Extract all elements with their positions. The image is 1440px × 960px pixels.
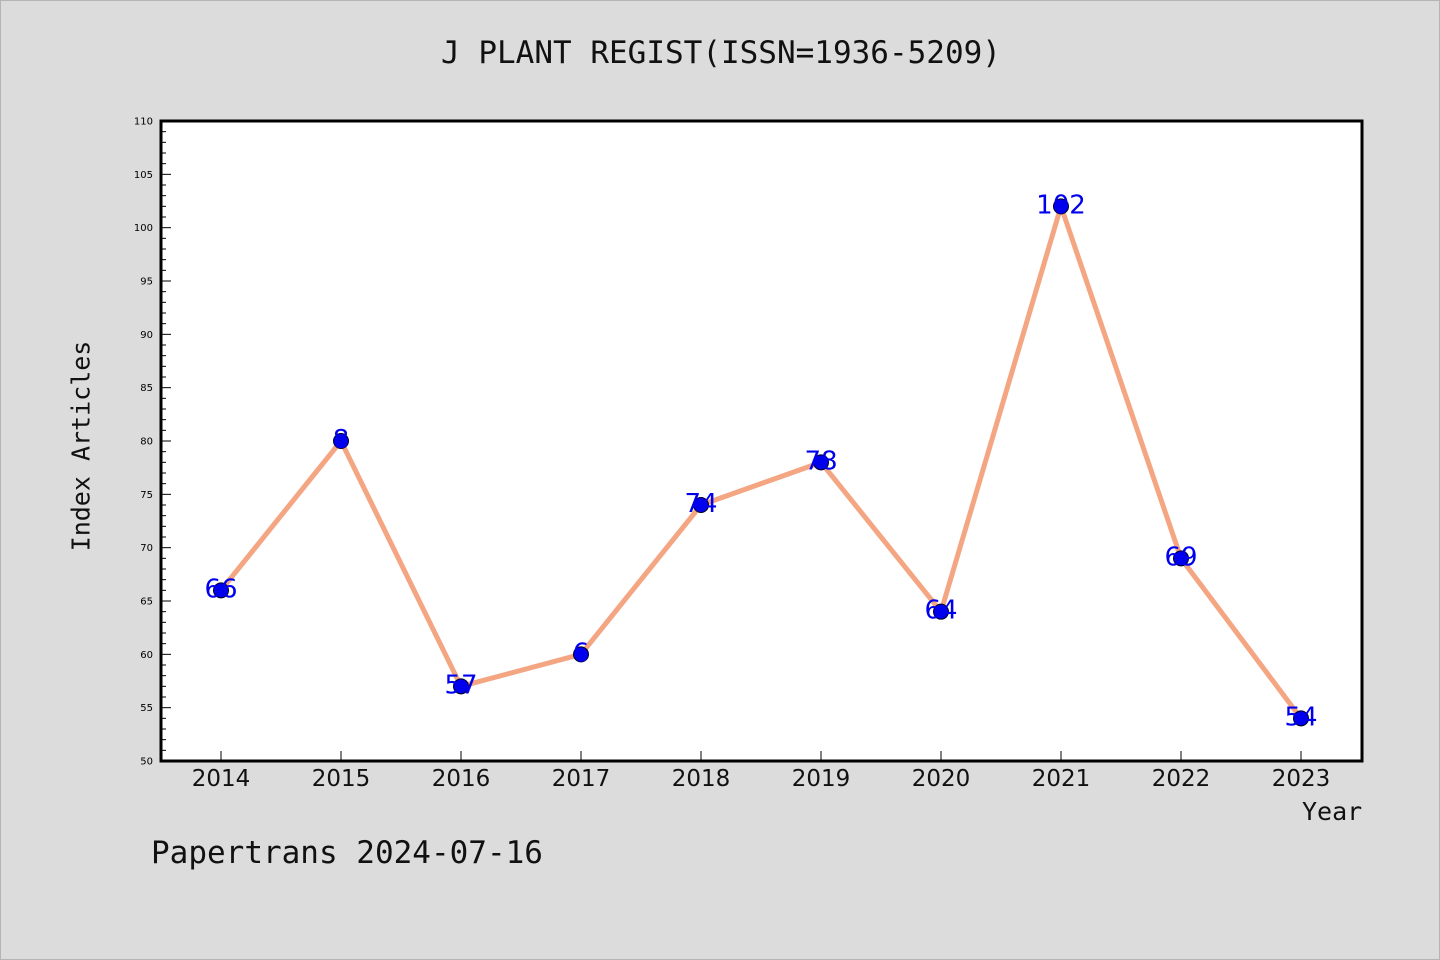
x-tick-label: 2017	[552, 766, 611, 792]
y-tick-label: 50	[140, 757, 153, 768]
x-tick-label: 2015	[312, 766, 371, 792]
x-tick-label: 2023	[1272, 766, 1331, 792]
x-tick-label: 2014	[192, 766, 251, 792]
y-tick-label: 90	[140, 330, 153, 341]
data-point	[573, 646, 589, 663]
x-axis-label: Year	[1302, 797, 1363, 826]
data-point	[933, 603, 949, 620]
data-point	[213, 582, 229, 599]
data-point	[333, 433, 349, 449]
data-label: 54	[1284, 702, 1317, 732]
data-label: 57	[444, 670, 477, 700]
data-series	[213, 198, 1309, 727]
y-tick-label: 85	[140, 383, 153, 394]
y-axis: 50 55 60 65 70 75 80 85 90 95 100 105 110	[134, 117, 171, 768]
x-tick-label: 2021	[1032, 766, 1091, 792]
series-line	[218, 203, 1304, 721]
y-tick-label: 65	[140, 597, 153, 608]
data-point	[813, 454, 829, 471]
y-tick-label: 80	[140, 437, 153, 448]
x-tick-label: 2018	[672, 766, 731, 792]
data-point	[693, 497, 709, 513]
data-point	[1293, 710, 1309, 727]
data-point	[1053, 198, 1069, 215]
plot-area	[159, 119, 1364, 763]
data-label: 6	[573, 638, 590, 668]
data-label: 64	[924, 596, 957, 626]
y-tick-label: 75	[140, 490, 153, 501]
y-tick-label: 110	[134, 117, 153, 128]
data-label: 78	[804, 446, 837, 476]
x-tick-label: 2022	[1152, 766, 1211, 792]
y-tick-label: 100	[134, 223, 153, 234]
data-label: 8	[333, 425, 350, 455]
y-tick-label: 60	[140, 650, 153, 661]
data-label: 66	[204, 574, 237, 604]
chart-title: J PLANT REGIST(ISSN=1936-5209)	[441, 35, 1001, 71]
data-point	[453, 678, 469, 695]
x-tick-label: 2020	[912, 766, 971, 792]
y-tick-label: 70	[140, 543, 153, 554]
data-label: 69	[1164, 542, 1197, 572]
data-point	[1173, 550, 1189, 567]
footer-stamp: Papertrans 2024-07-16	[151, 835, 543, 871]
x-axis: 2014 2015 2016 2017 2018 2019 2020 2021 2022 2023	[192, 751, 1331, 792]
x-tick-label: 2016	[432, 766, 491, 792]
data-label: 74	[684, 489, 717, 519]
x-tick-label: 2019	[792, 766, 851, 792]
data-labels: 66 8 57 6 74 78 64 102 69 54	[204, 190, 1317, 732]
y-tick-label: 95	[140, 277, 153, 288]
y-tick-label: 55	[140, 703, 153, 714]
y-tick-label: 105	[134, 170, 153, 181]
data-label: 102	[1036, 190, 1086, 220]
